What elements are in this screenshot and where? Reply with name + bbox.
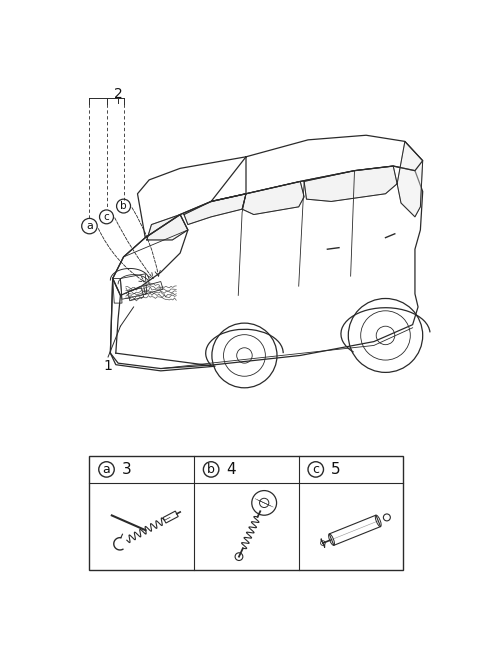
- Text: b: b: [120, 201, 127, 211]
- Text: c: c: [104, 212, 109, 222]
- Polygon shape: [397, 142, 423, 217]
- Polygon shape: [242, 182, 304, 215]
- Text: 1: 1: [104, 359, 112, 373]
- Text: c: c: [312, 463, 319, 476]
- Text: 3: 3: [122, 462, 132, 477]
- Text: 4: 4: [227, 462, 236, 477]
- Polygon shape: [147, 215, 188, 240]
- Text: a: a: [103, 463, 110, 476]
- Bar: [89, 456, 403, 569]
- Polygon shape: [184, 194, 246, 225]
- Text: 2: 2: [114, 86, 122, 100]
- Text: a: a: [86, 221, 93, 231]
- Text: b: b: [207, 463, 215, 476]
- Polygon shape: [304, 166, 397, 201]
- Text: 5: 5: [331, 462, 341, 477]
